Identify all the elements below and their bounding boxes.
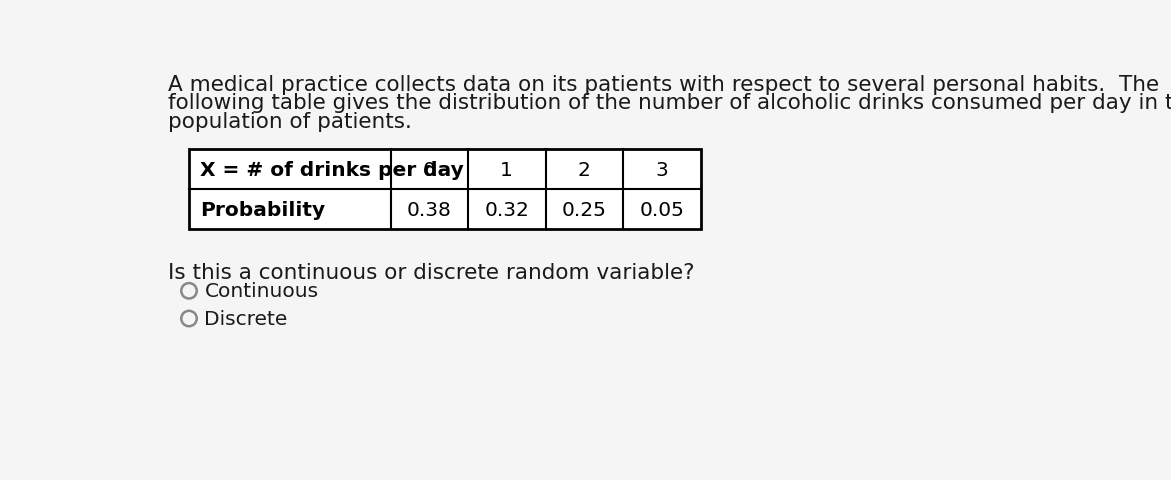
Text: 2: 2	[577, 160, 590, 179]
Bar	[189, 150, 700, 230]
Text: 0.25: 0.25	[562, 200, 607, 219]
Text: 0.32: 0.32	[485, 200, 529, 219]
Text: following table gives the distribution of the number of alcoholic drinks consume: following table gives the distribution o…	[169, 93, 1171, 113]
Text: A medical practice collects data on its patients with respect to several persona: A medical practice collects data on its …	[169, 74, 1159, 95]
Text: Probability: Probability	[200, 200, 326, 219]
Text: X = # of drinks per day: X = # of drinks per day	[200, 160, 464, 179]
Text: Is this a continuous or discrete random variable?: Is this a continuous or discrete random …	[169, 262, 694, 282]
Text: 0.38: 0.38	[406, 200, 452, 219]
Text: 3: 3	[656, 160, 669, 179]
Text: 0.05: 0.05	[639, 200, 684, 219]
Text: Continuous: Continuous	[205, 282, 319, 300]
Text: Discrete: Discrete	[205, 310, 288, 328]
Text: 0: 0	[423, 160, 436, 179]
Text: population of patients.: population of patients.	[169, 111, 412, 132]
Text: 1: 1	[500, 160, 513, 179]
